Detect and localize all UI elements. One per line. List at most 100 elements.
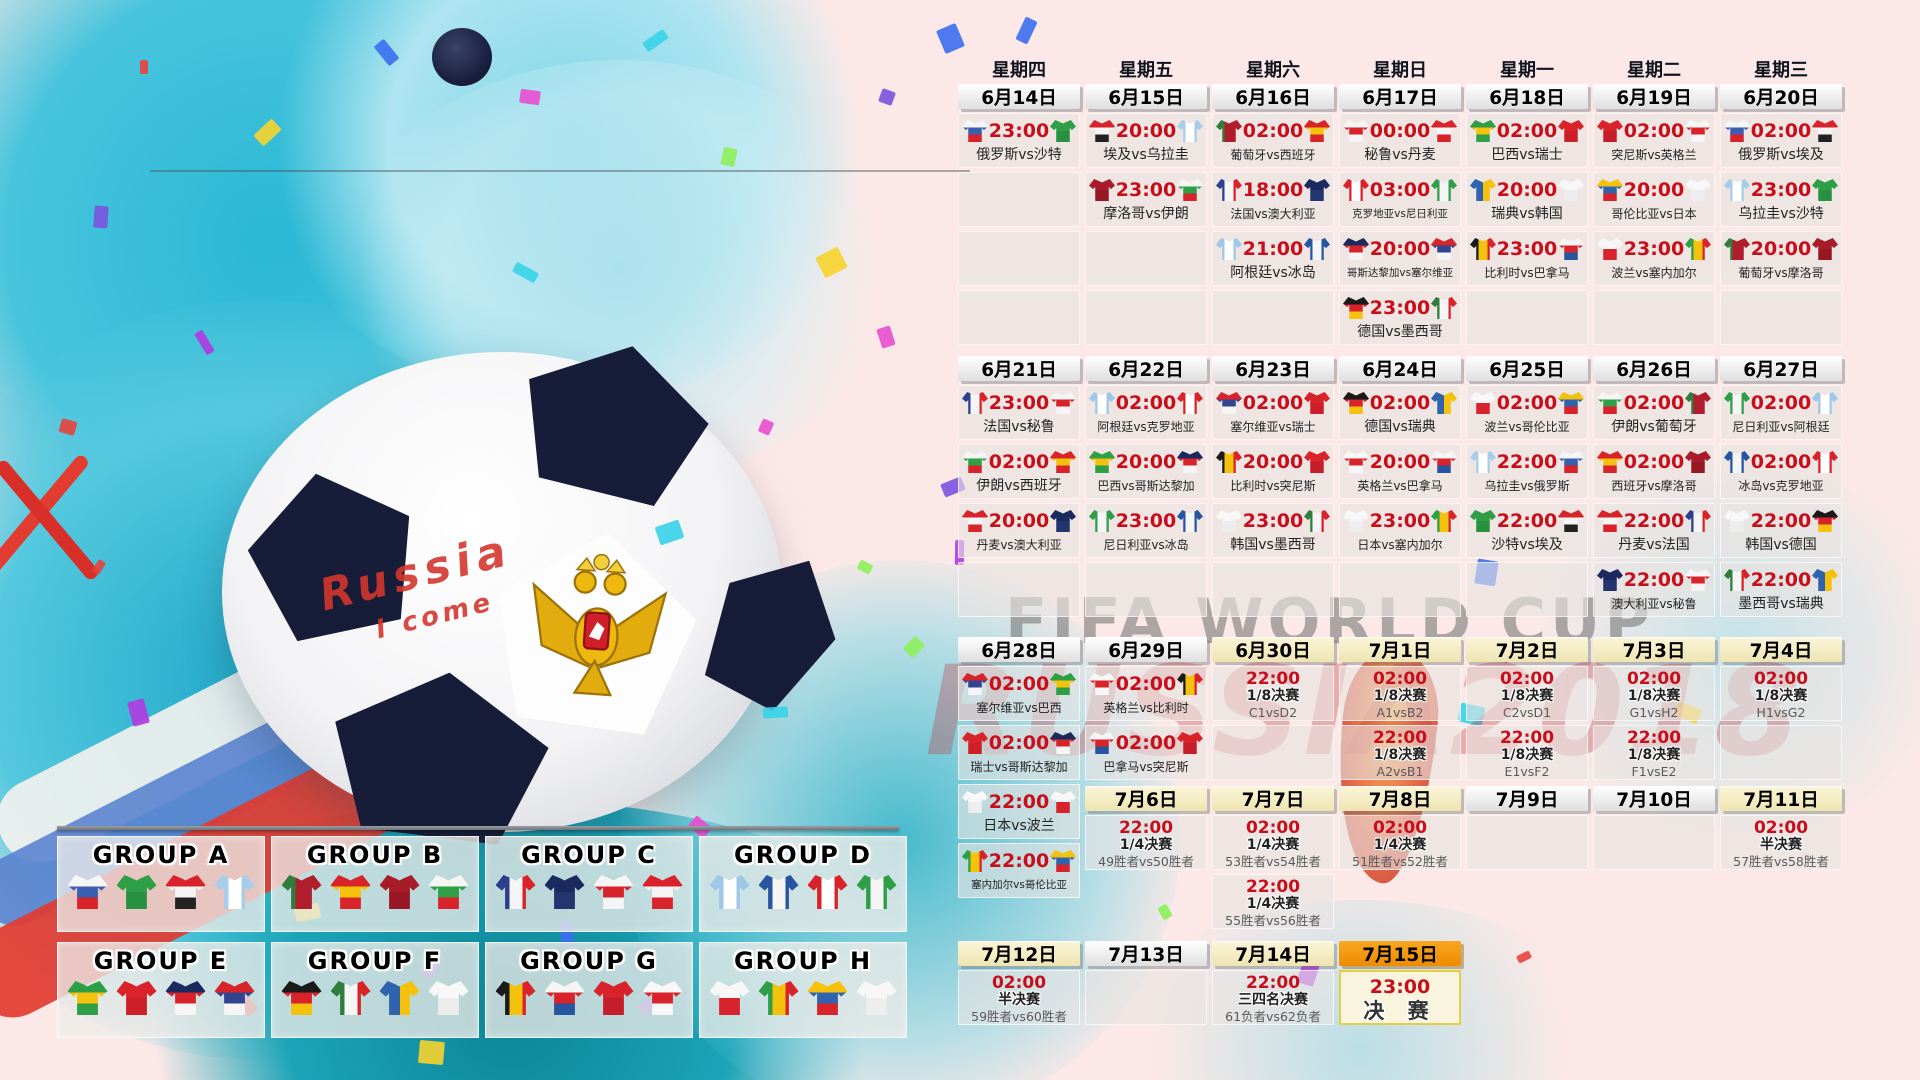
- date-button: 6月18日: [1466, 84, 1588, 109]
- match-time: 23:00: [1750, 179, 1812, 201]
- match-time: 20:00: [988, 510, 1050, 532]
- match-header: 02:00: [959, 726, 1079, 758]
- date-button: 6月26日: [1593, 356, 1715, 381]
- match-teams: 波兰vs塞内加尔: [1611, 266, 1697, 280]
- group-panel-f: GROUP F: [271, 942, 479, 1038]
- graffiti-line2: I come: [372, 586, 498, 646]
- away-jersey-icon: [1177, 451, 1203, 473]
- away-jersey-icon: [1812, 238, 1838, 260]
- group-title: GROUP C: [521, 841, 657, 869]
- calendar-column: 星期二 6月19日 02:00 突尼斯vs英格兰 20:00 哥伦比亚vs日本 23:00 波…: [1593, 56, 1715, 1029]
- knockout-cell: 22:00 1/4决赛 55胜者vs56胜者: [1212, 874, 1334, 929]
- match-teams: 摩洛哥vs伊朗: [1103, 206, 1189, 222]
- stage-label: 1/8决赛: [1373, 747, 1427, 763]
- group-title: GROUP H: [733, 947, 873, 975]
- match-cell: 02:00 俄罗斯vs埃及: [1720, 113, 1842, 168]
- match-time: 22:00: [1245, 669, 1301, 689]
- group-title: GROUP F: [307, 947, 443, 975]
- match-time: 02:00: [988, 451, 1050, 473]
- pairing-label: 57胜者vs58胜者: [1733, 854, 1829, 869]
- stage-label: 三四名决赛: [1238, 992, 1308, 1008]
- match-teams: 尼日利亚vs冰岛: [1103, 538, 1189, 552]
- empty-cell: [958, 562, 1080, 617]
- stage-label: 1/8决赛: [1627, 688, 1681, 704]
- away-jersey-icon: [1431, 451, 1457, 473]
- match-teams: 葡萄牙vs摩洛哥: [1738, 266, 1824, 280]
- match-time: 22:00: [1626, 728, 1682, 748]
- match-teams: 法国vs秘鲁: [983, 419, 1055, 435]
- match-header: 03:00: [1340, 173, 1460, 205]
- match-cell: 02:00 塞尔维亚vs瑞士: [1212, 385, 1334, 440]
- match-cell: 22:00 墨西哥vs瑞典: [1720, 562, 1842, 617]
- match-time: 21:00: [1242, 238, 1304, 260]
- match-time: 02:00: [1115, 732, 1177, 754]
- confetti-piece: [511, 261, 540, 284]
- match-time: 02:00: [1750, 392, 1812, 414]
- pairing-label: H1vsG2: [1756, 705, 1806, 720]
- knockout-cell: 22:00 1/8决赛 A2vsB1: [1339, 725, 1461, 780]
- match-time: 02:00: [1750, 120, 1812, 142]
- blank-slot: [1085, 874, 1207, 929]
- match-teams: 埃及vs乌拉圭: [1103, 147, 1189, 163]
- jersey-icon: [428, 875, 469, 909]
- home-jersey-icon: [1470, 238, 1496, 260]
- jersey-icon: [856, 875, 897, 909]
- match-cell: 02:00 冰岛vs克罗地亚: [1720, 444, 1842, 499]
- match-time: 23:00: [988, 392, 1050, 414]
- match-teams: 西班牙vs摩洛哥: [1611, 479, 1697, 493]
- confetti-piece: [935, 22, 966, 55]
- away-jersey-icon: [1177, 510, 1203, 532]
- spacer: [1085, 621, 1207, 637]
- empty-cell: [1466, 562, 1588, 617]
- match-time: 20:00: [1115, 120, 1177, 142]
- home-jersey-icon: [1470, 120, 1496, 142]
- match-time: 20:00: [1623, 179, 1685, 201]
- teal-paint-splash: [260, 0, 880, 400]
- match-header: 22:00: [1594, 504, 1714, 536]
- match-header: 23:00: [959, 386, 1079, 418]
- group-panel-e: GROUP E: [57, 942, 265, 1038]
- jersey-icon: [116, 875, 157, 909]
- match-cell: 02:00 英格兰vs比利时: [1085, 666, 1207, 721]
- group-row: GROUP E GROUP F GROUP G GROUP H: [57, 942, 917, 1038]
- match-time: 22:00: [1245, 973, 1301, 993]
- match-teams: 伊朗vs西班牙: [976, 478, 1062, 494]
- match-teams: 巴拿马vs突尼斯: [1103, 760, 1189, 774]
- confetti-piece: [815, 246, 848, 279]
- match-time: 22:00: [1750, 510, 1812, 532]
- pairing-label: G1vsH2: [1629, 705, 1679, 720]
- date-button: 6月19日: [1593, 84, 1715, 109]
- date-button: 6月14日: [958, 84, 1080, 109]
- match-teams: 乌拉圭vs俄罗斯: [1484, 479, 1570, 493]
- match-cell: 20:00 葡萄牙vs摩洛哥: [1720, 231, 1842, 286]
- weekday-label: 星期一: [1500, 60, 1554, 81]
- match-header: 20:00: [1594, 173, 1714, 205]
- spacer: [958, 621, 1080, 637]
- match-teams: 俄罗斯vs埃及: [1738, 147, 1824, 163]
- match-time: 20:00: [1369, 238, 1431, 260]
- pairing-label: C2vsD1: [1502, 705, 1552, 720]
- home-jersey-icon: [962, 791, 988, 813]
- match-teams: 丹麦vs法国: [1618, 537, 1690, 553]
- match-header: 20:00: [1086, 445, 1206, 477]
- group-panel-d: GROUP D: [699, 836, 907, 932]
- empty-cell: [1085, 290, 1207, 345]
- match-header: 02:00: [1721, 445, 1841, 477]
- match-header: 23:00: [1721, 173, 1841, 205]
- group-jerseys: [67, 981, 255, 1015]
- match-header: 02:00: [1340, 386, 1460, 418]
- away-jersey-icon: [1685, 510, 1711, 532]
- confetti-piece: [878, 88, 896, 106]
- confetti-piece: [140, 60, 148, 74]
- away-jersey-icon: [1431, 392, 1457, 414]
- match-header: 02:00: [1213, 114, 1333, 146]
- red-cross-stroke: [0, 453, 91, 577]
- match-cell: 02:00 波兰vs哥伦比亚: [1466, 385, 1588, 440]
- spacer: [1339, 621, 1461, 637]
- match-cell: 02:00 突尼斯vs英格兰: [1593, 113, 1715, 168]
- group-panel-a: GROUP A: [57, 836, 265, 932]
- match-header: 02:00: [1213, 386, 1333, 418]
- match-time: 02:00: [1245, 818, 1301, 838]
- jersey-icon: [544, 981, 585, 1015]
- away-jersey-icon: [1304, 392, 1330, 414]
